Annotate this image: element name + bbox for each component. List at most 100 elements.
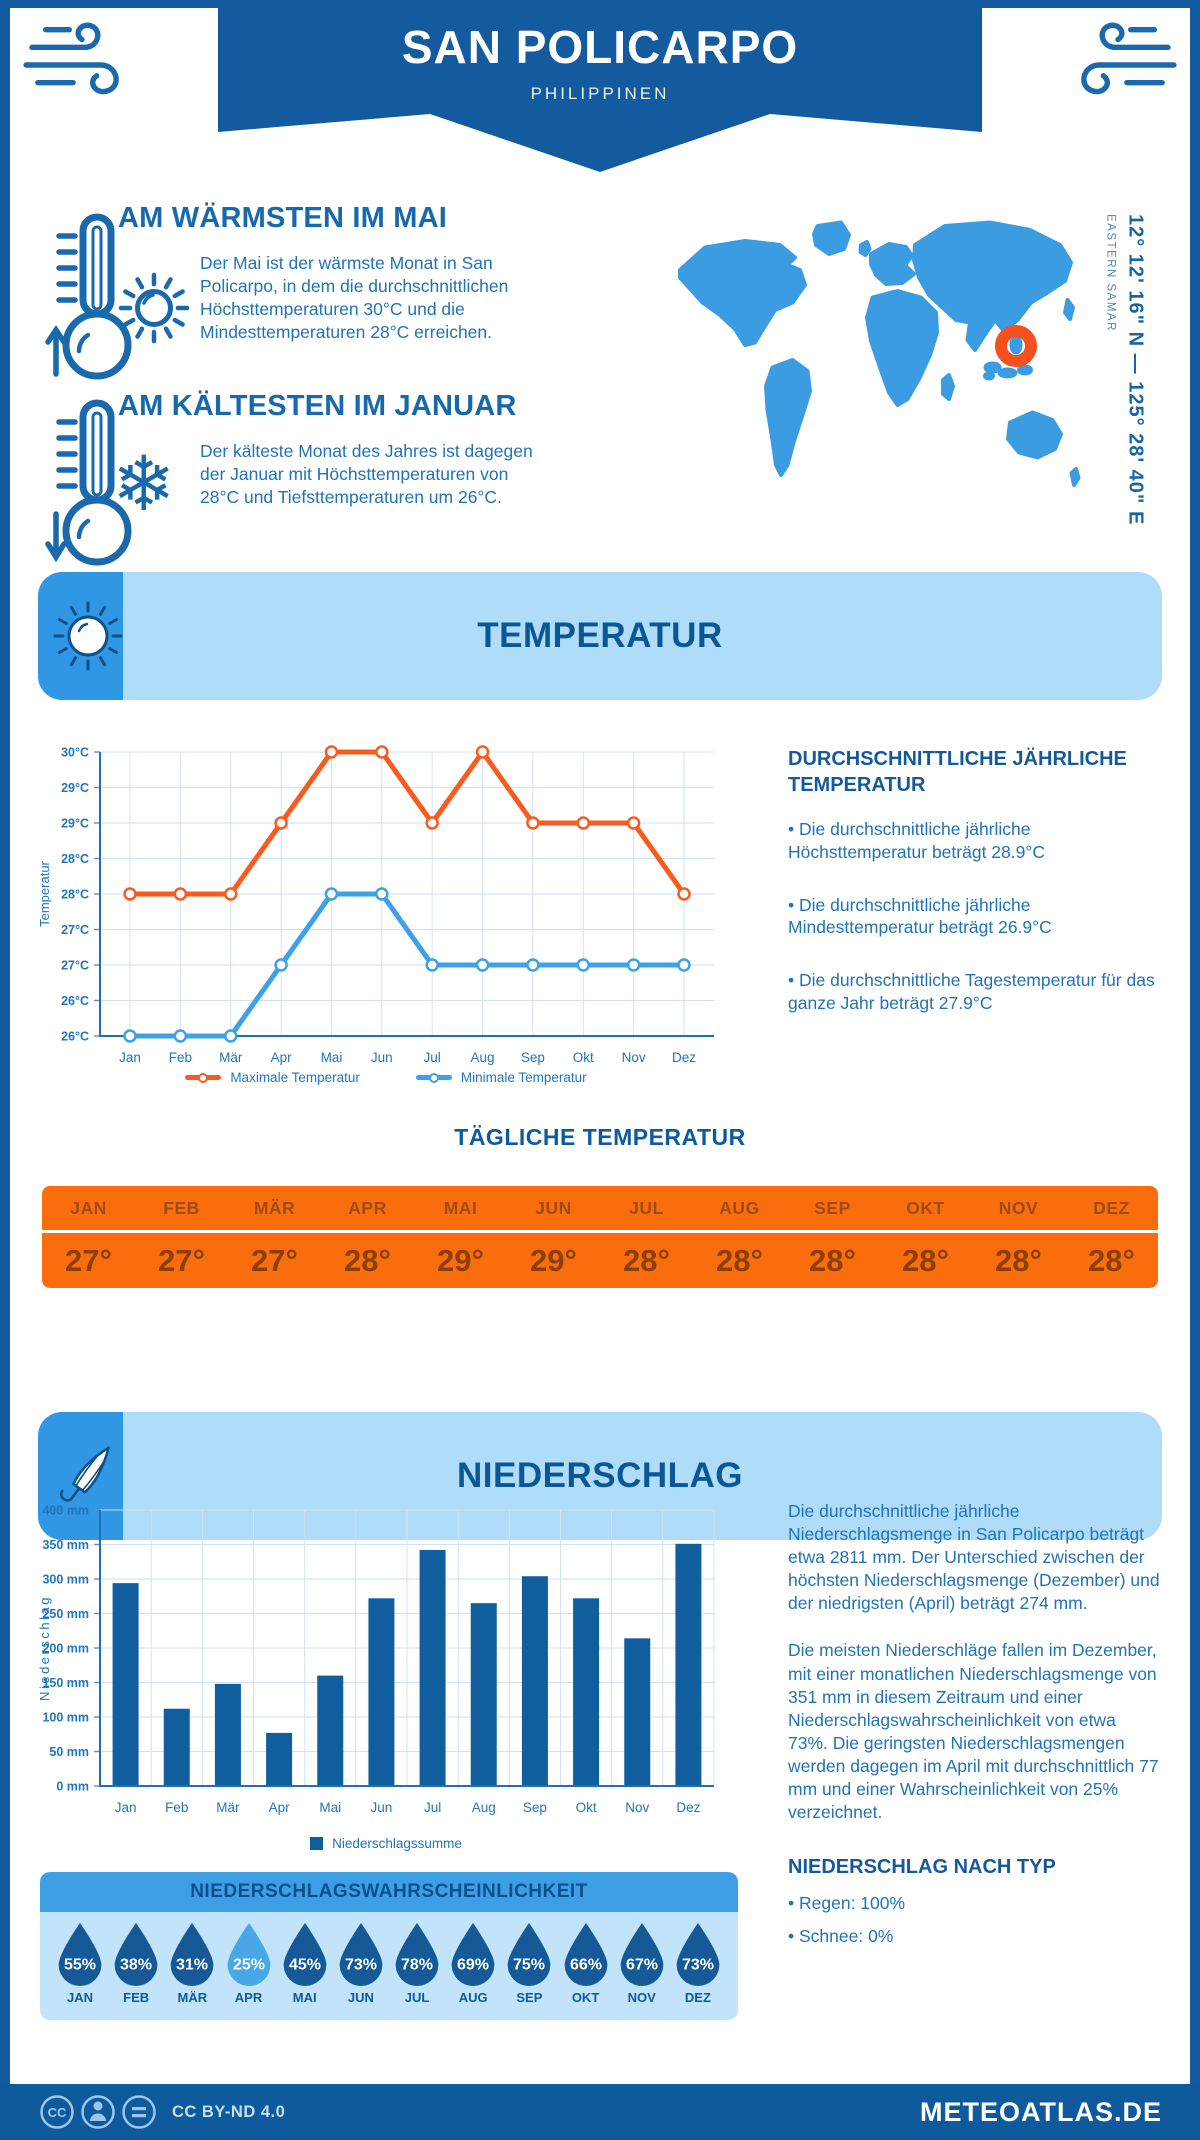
probability-droplet: 55% JAN [54, 1921, 106, 2005]
precipitation-bar-chart: 0 mm 50 mm 100 mm 150 mm 200 mm 250 mm 300 mm 3… [37, 1504, 715, 1815]
region-label: EASTERN SAMAR [1104, 214, 1117, 332]
series-line [127, 749, 687, 897]
probability-droplet: 66% OKT [560, 1921, 612, 2005]
coldest-title: AM KÄLTESTEN IM JANUAR [118, 390, 517, 422]
bullet-item: Die durchschnittliche Tagestemperatur fü… [788, 969, 1160, 1015]
table-value-cell: 29° [437, 1242, 484, 1278]
svg-text:Apr: Apr [271, 1050, 293, 1065]
svg-text:73%: 73% [682, 1957, 714, 1974]
droplet-month-label: DEZ [684, 1990, 711, 2005]
bullet-item: Die durchschnittliche jährliche Höchstte… [788, 818, 1160, 864]
svg-text:350 mm: 350 mm [42, 1538, 89, 1552]
legend-square-swatch [310, 1837, 324, 1850]
svg-text:Nov: Nov [622, 1050, 646, 1065]
coldest-text: Der kälteste Monat des Jahres ist dagege… [200, 441, 533, 508]
svg-text:Jun: Jun [371, 1800, 393, 1815]
droplet-month-label: JAN [66, 1990, 93, 2005]
banner-ribbon-shape [218, 0, 982, 172]
data-point [425, 816, 439, 830]
data-point [324, 745, 339, 759]
table-value-cell: 27° [65, 1242, 112, 1278]
data-point [526, 816, 540, 830]
svg-text:Aug: Aug [471, 1050, 495, 1065]
svg-text:31%: 31% [176, 1957, 208, 1974]
site-label: METEOATLAS.DE [920, 2096, 1162, 2127]
svg-text:Temperatur: Temperatur [37, 860, 52, 926]
warmest-text: Der Mai ist der wärmste Monat in San Pol… [200, 253, 509, 343]
svg-text:29°C: 29°C [61, 817, 89, 831]
droplet-month-label: NOV [627, 1990, 656, 2005]
droplet-icon: 38% [114, 1922, 158, 1987]
data-point [576, 958, 591, 972]
table-value-cell: 28° [902, 1242, 949, 1278]
data-point [173, 887, 188, 901]
svg-text:30°C: 30°C [61, 746, 89, 760]
probability-droplet: 45% MAI [279, 1921, 331, 2005]
data-point [375, 745, 389, 759]
wind-icon [1081, 22, 1177, 95]
svg-text:0 mm: 0 mm [56, 1780, 89, 1794]
legend-line-swatch [415, 1072, 452, 1083]
table-value-cell: 27° [251, 1242, 298, 1278]
data-point [375, 887, 389, 901]
bar [624, 1638, 651, 1786]
data-point [526, 958, 540, 972]
temperature-legend: Maximale Temperatur Minimale Temperatur [36, 1070, 736, 1085]
coordinates-label: 12° 12' 16" N — 125° 28' 40" E [1124, 214, 1147, 526]
data-point [576, 816, 591, 830]
svg-text:Aug: Aug [472, 1800, 496, 1815]
data-point [677, 958, 691, 972]
droplet-icon: 67% [620, 1922, 664, 1987]
temperature-summary: DURCHSCHNITTLICHE JÄHRLICHE TEMPERATUR D… [788, 746, 1160, 1045]
svg-text:Niederschlag: Niederschlag [37, 1595, 52, 1701]
svg-text:38%: 38% [120, 1957, 152, 1974]
table-value-cell: 28° [623, 1242, 670, 1278]
legend-line-swatch [185, 1072, 222, 1083]
probability-droplet: 38% FEB [110, 1921, 162, 2005]
probability-droplet: 73% JUN [335, 1921, 387, 2005]
svg-text:300 mm: 300 mm [42, 1573, 89, 1587]
probability-droplet: 78% JUL [391, 1921, 443, 2005]
probability-title: NIEDERSCHLAGSWAHRSCHEINLICHKEIT [40, 1872, 738, 1912]
droplet-icon: 31% [170, 1922, 214, 1987]
svg-text:27°C: 27°C [61, 959, 89, 973]
table-value-cell: 28° [1088, 1242, 1135, 1278]
svg-text:Okt: Okt [576, 1800, 597, 1815]
daily-table-values-row: 27° 27° 27° 28° 29° 29° 28° 28° 28° 28° 28° 28° [42, 1233, 1158, 1288]
page-subtitle: PHILIPPINEN [530, 84, 670, 103]
bar [521, 1576, 548, 1786]
data-point [123, 1029, 137, 1043]
svg-text:100 mm: 100 mm [42, 1711, 89, 1725]
thermometer-up-icon [45, 213, 132, 380]
table-value-cell: 28° [344, 1242, 391, 1278]
world-map [678, 220, 1081, 487]
data-point [626, 958, 641, 972]
svg-text:Sep: Sep [521, 1050, 545, 1065]
svg-text:Jan: Jan [115, 1800, 137, 1815]
svg-text:Apr: Apr [269, 1800, 291, 1815]
svg-text:Feb: Feb [165, 1800, 188, 1815]
paragraph: Die meisten Niederschläge fallen im Deze… [788, 1640, 1159, 1823]
daily-table-months-row: JAN FEB MÄR APR MAI JUN JUL AUG SEP OKT NOV DEZ [42, 1186, 1158, 1233]
precipitation-paragraphs: Die durchschnittliche jährliche Niedersc… [788, 1500, 1160, 1824]
data-point [626, 816, 641, 830]
data-point [475, 958, 490, 972]
probability-droplet: 25% APR [223, 1921, 275, 2005]
probability-droplet: 67% NOV [616, 1921, 668, 2005]
precipitation-probability-panel: NIEDERSCHLAGSWAHRSCHEINLICHKEIT 55% JAN 38… [40, 1872, 738, 2020]
svg-text:Sep: Sep [523, 1800, 547, 1815]
footer: CC CC BY-ND 4.0 METEOATLAS.DE [0, 2084, 1200, 2140]
table-month-cell: NOV [998, 1197, 1039, 1218]
svg-text:29°C: 29°C [61, 781, 89, 795]
svg-text:26°C: 26°C [61, 994, 89, 1008]
droplet-month-label: JUN [347, 1990, 374, 2005]
daily-temperature-title: TÄGLICHE TEMPERATUR [454, 1124, 746, 1150]
data-point [223, 887, 238, 901]
probability-droplet: 31% MÄR [166, 1921, 218, 2005]
paragraph: Die durchschnittliche jährliche Niedersc… [788, 1501, 1160, 1614]
svg-text:CC: CC [48, 2105, 67, 2120]
table-value-cell: 28° [995, 1242, 1042, 1278]
droplet-month-label: FEB [123, 1990, 150, 2005]
warmest-title: AM WÄRMSTEN IM MAI [118, 202, 448, 234]
license-label: CC BY-ND 4.0 [172, 2102, 286, 2121]
